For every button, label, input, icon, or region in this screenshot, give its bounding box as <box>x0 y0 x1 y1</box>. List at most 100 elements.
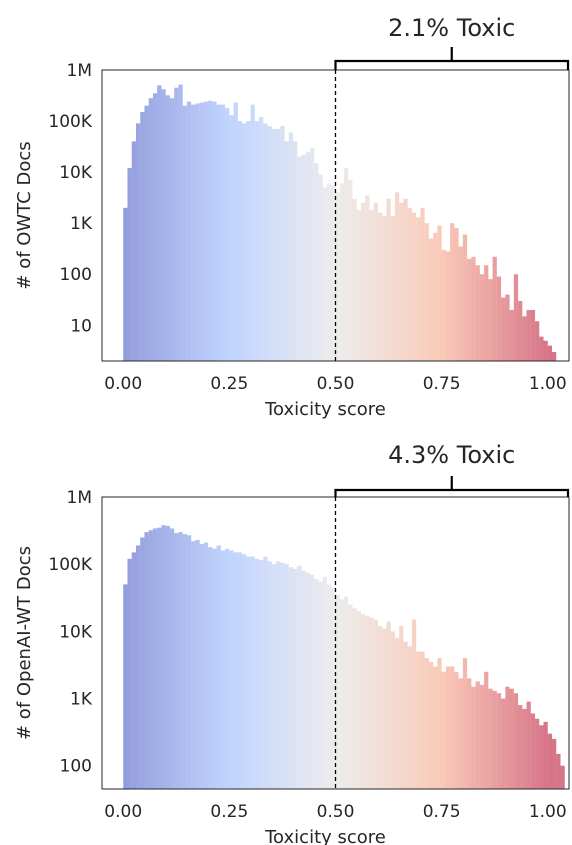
panel2-bar-28 <box>242 554 247 789</box>
panel1-bar-10 <box>165 95 170 362</box>
panel2-bar-83 <box>475 681 480 789</box>
panel1-bar-9 <box>161 89 166 362</box>
panel1-bar-51 <box>339 183 344 361</box>
panel2-bar-48 <box>327 584 332 789</box>
panel2-bar-41 <box>297 565 302 789</box>
panel2-bar-35 <box>271 564 277 789</box>
panel2-bar-31 <box>254 558 260 789</box>
panel1-bar-78 <box>454 228 459 361</box>
panel1-bar-28 <box>242 123 247 362</box>
panel2-bar-51 <box>339 599 344 789</box>
panel2-bar-98 <box>539 725 544 789</box>
panel1-xtick-label-0: 0.00 <box>104 374 142 394</box>
panel1-bar-55 <box>356 210 361 361</box>
panel1-xtick-label-1: 0.25 <box>210 374 248 394</box>
panel2-bar-66 <box>403 641 408 789</box>
panel1-bar-101 <box>552 352 557 361</box>
panel1-bar-79 <box>458 246 463 361</box>
panel2-bar-67 <box>407 646 412 789</box>
panel1-bar-68 <box>411 212 417 361</box>
panel2-bar-15 <box>186 535 192 789</box>
panel2-bar-40 <box>293 568 298 789</box>
panel2-bar-27 <box>237 552 243 789</box>
panel1-bar-0 <box>123 207 128 361</box>
panel1-ytick-label-4: 100K <box>48 112 92 132</box>
panel1-bar-70 <box>420 207 425 361</box>
panel1-bar-49 <box>331 185 336 361</box>
panel1-ytick-label-0: 10 <box>70 316 92 336</box>
panel2-bar-95 <box>526 701 531 789</box>
panel2-bar-73 <box>433 666 438 789</box>
panel1-bar-74 <box>437 225 442 361</box>
panel2-bar-85 <box>484 671 489 789</box>
panel2-bar-100 <box>547 733 553 789</box>
panel2-bar-59 <box>373 619 378 789</box>
panel2-bar-55 <box>356 611 361 789</box>
panel2-bar-0 <box>123 584 128 789</box>
panel1-bar-93 <box>518 300 523 361</box>
panel1-bar-40 <box>293 141 298 361</box>
panel1-bar-73 <box>433 232 438 361</box>
panel1-bar-34 <box>267 126 272 361</box>
panel2-bar-42 <box>301 570 306 789</box>
panel1-xlabel: Toxicity score <box>264 399 386 420</box>
panel2-bar-92 <box>513 693 519 789</box>
panel2-bar-89 <box>501 698 506 789</box>
panel1-ylabel: # of OWTC Docs <box>14 141 35 289</box>
panel2-bar-47 <box>322 576 328 789</box>
panel1-bar-4 <box>140 112 145 361</box>
panel1-bar-18 <box>199 102 204 361</box>
panel1-bar-27 <box>237 121 243 361</box>
panel1-ytick-label-2: 1K <box>70 214 93 234</box>
panel1-bar-25 <box>229 115 234 362</box>
panel2-bar-18 <box>199 543 204 789</box>
panel1-bar-75 <box>441 249 446 361</box>
panel2-xtick-label-4: 1.00 <box>529 802 567 822</box>
panel1-bar-45 <box>314 163 319 361</box>
panel1-bar-57 <box>365 195 370 361</box>
panel2-bar-46 <box>318 581 323 789</box>
panel2-bracket <box>334 488 570 497</box>
panel1-bar-41 <box>297 156 302 361</box>
panel1-bar-99 <box>543 340 548 361</box>
panel1-ytick-label-3: 10K <box>59 163 93 183</box>
panel1-bar-90 <box>505 294 510 361</box>
panel2-bar-9 <box>161 525 166 789</box>
panel1-bar-88 <box>496 276 502 361</box>
panel1-bar-38 <box>284 141 289 361</box>
panel1-bar-44 <box>310 147 315 361</box>
panel2-bar-68 <box>411 619 417 789</box>
panel1-bar-15 <box>186 101 192 362</box>
panel2-bar-44 <box>310 574 315 789</box>
panel1-bar-81 <box>467 258 472 361</box>
panel2-bar-60 <box>377 626 383 789</box>
panel1-bar-33 <box>263 123 268 362</box>
panel2-bar-97 <box>535 718 540 789</box>
panel2-bar-53 <box>348 604 353 789</box>
panel2-bar-4 <box>140 537 145 789</box>
panel2-xtick-label-0: 0.00 <box>104 802 142 822</box>
panel1-bar-65 <box>399 202 404 361</box>
panel2-bar-29 <box>246 556 251 789</box>
panel1-bar-17 <box>195 103 200 361</box>
panel2-bar-43 <box>305 572 311 789</box>
panel2-bar-65 <box>399 626 404 789</box>
panel1-bar-50 <box>335 192 340 361</box>
panel2-bar-5 <box>144 532 149 789</box>
panel1-bar-56 <box>360 202 366 361</box>
panel2-bar-13 <box>178 532 183 789</box>
panel1-bar-52 <box>343 168 349 361</box>
panel1-bar-39 <box>288 132 294 361</box>
panel1-bar-8 <box>157 85 162 362</box>
panel1-ytick-label-5: 1M <box>67 61 92 81</box>
panel2-bar-91 <box>509 688 514 789</box>
panel1-bar-2 <box>131 141 136 361</box>
panel2-bar-79 <box>458 678 463 789</box>
panel2-bar-87 <box>492 690 497 789</box>
panel1-bar-23 <box>220 104 226 362</box>
panel1-bar-7 <box>152 93 158 361</box>
panel2-bar-70 <box>420 651 425 789</box>
panel2-bar-23 <box>220 550 226 789</box>
